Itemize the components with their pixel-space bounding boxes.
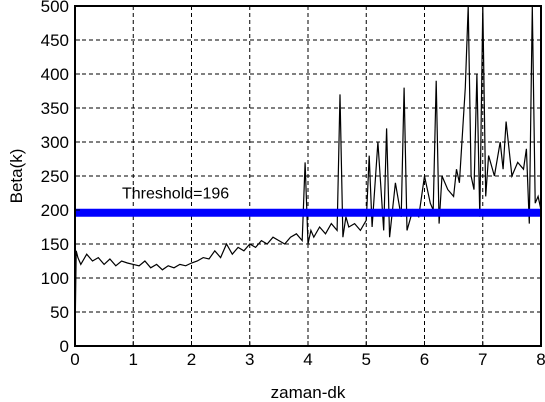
y-tick-label: 150 (41, 235, 69, 254)
y-tick-label: 0 (60, 337, 69, 356)
series-line (74, 5, 542, 340)
x-tick-label: 4 (303, 350, 312, 369)
x-tick-label: 5 (362, 350, 371, 369)
y-tick-label: 250 (41, 167, 69, 186)
y-axis-label: Beta(k) (7, 149, 26, 204)
y-tick-label: 100 (41, 269, 69, 288)
threshold-label: Threshold=196 (122, 186, 229, 203)
x-tick-label: 6 (420, 350, 429, 369)
y-tick-label: 200 (41, 201, 69, 220)
x-axis-label: zaman-dk (271, 383, 346, 402)
y-tick-label: 50 (50, 303, 69, 322)
y-tick-label: 300 (41, 133, 69, 152)
y-tick-label: 500 (41, 0, 69, 16)
x-tick-label: 0 (70, 350, 79, 369)
y-tick-label: 450 (41, 31, 69, 50)
y-ticks: 0 50 100 150 200 250 300 350 400 450 500 (41, 0, 80, 356)
y-tick-label: 400 (41, 65, 69, 84)
series (74, 5, 542, 340)
x-tick-label: 1 (129, 350, 138, 369)
x-tick-label: 7 (478, 350, 487, 369)
x-tick-label: 8 (536, 350, 545, 369)
x-tick-label: 3 (245, 350, 254, 369)
x-ticks: 0 1 2 3 4 5 6 7 8 (70, 341, 545, 369)
y-tick-label: 350 (41, 99, 69, 118)
x-tick-label: 2 (187, 350, 196, 369)
